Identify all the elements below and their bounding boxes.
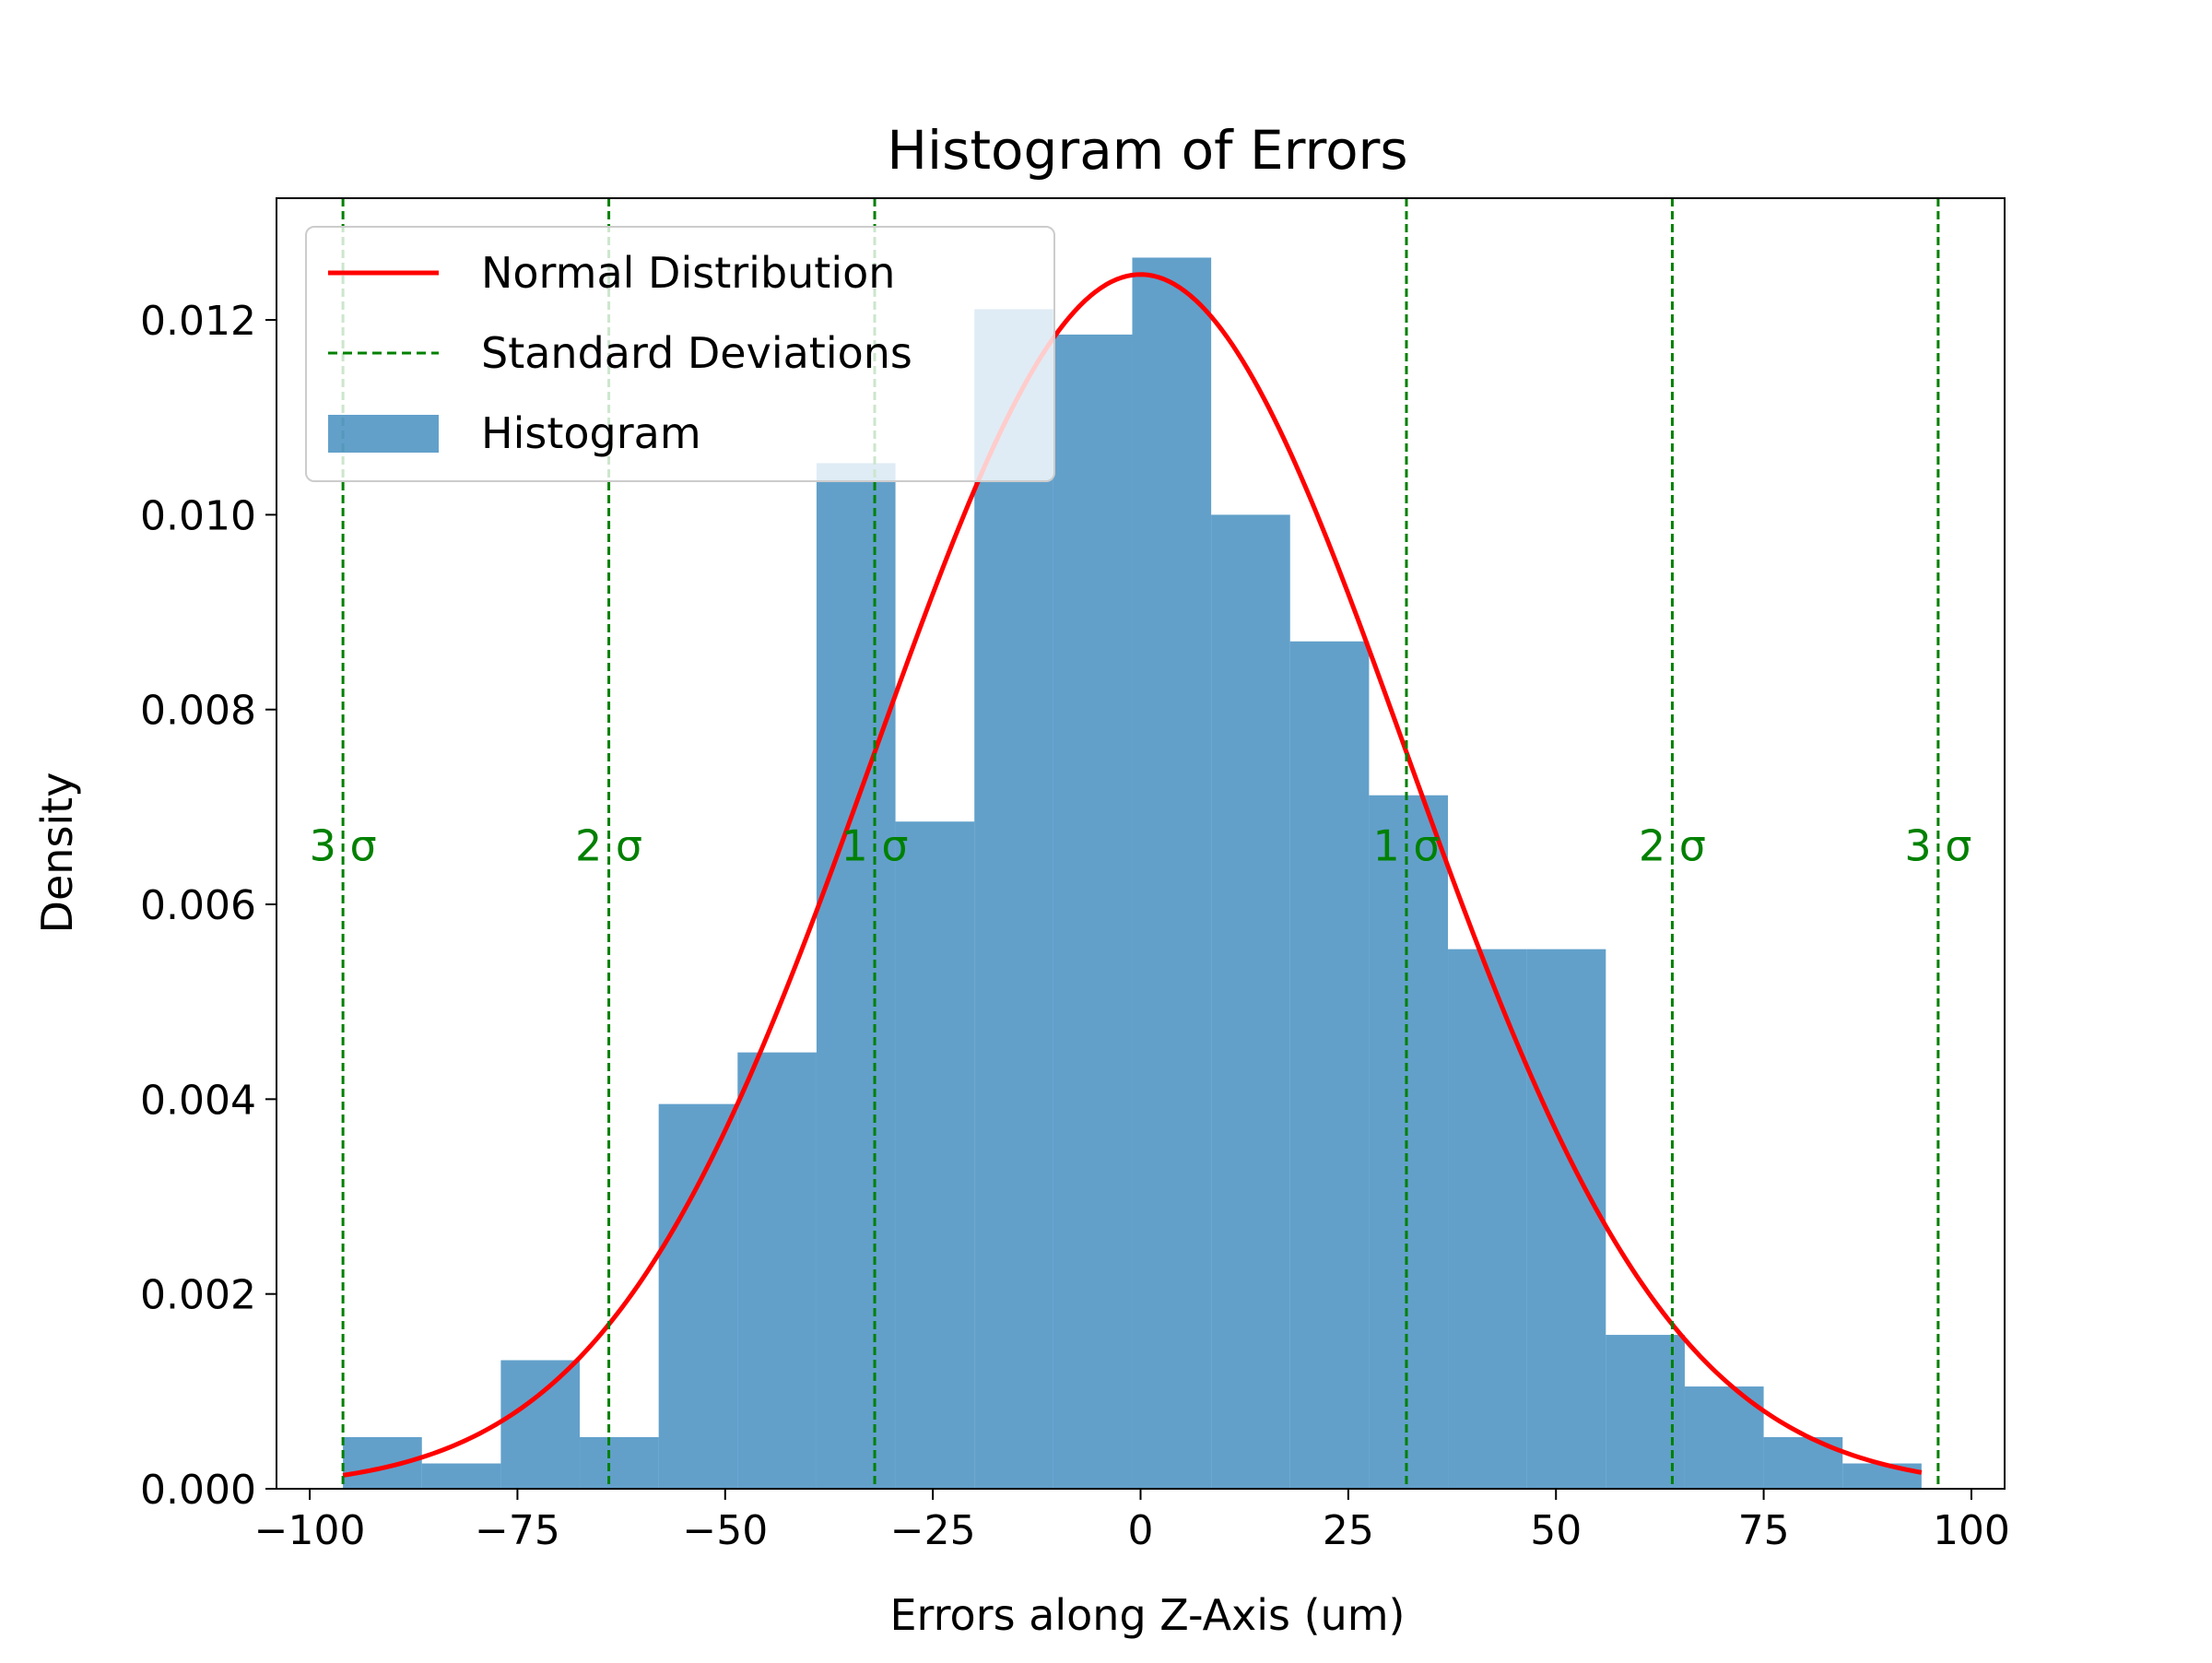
plot-frame xyxy=(276,197,2006,1490)
histogram-bar xyxy=(580,1437,659,1489)
std-deviation-lines: 3 σ 2 σ 1 σ 1 σ 2 σ 3 σ xyxy=(310,198,1971,1489)
x-tick-label: −25 xyxy=(890,1507,976,1554)
x-tick-label: 75 xyxy=(1738,1507,1790,1554)
x-tick-label: −50 xyxy=(682,1507,768,1554)
std-deviation-label: 3 σ xyxy=(1904,821,1971,871)
x-tick-label: 0 xyxy=(1128,1507,1154,1554)
y-tick-label: 0.012 xyxy=(140,298,256,345)
legend-histogram-label: Histogram xyxy=(481,408,701,458)
std-deviation-label: 3 σ xyxy=(310,821,377,871)
legend: Normal Distribution Standard Deviations … xyxy=(305,226,1055,482)
legend-normal-label: Normal Distribution xyxy=(481,248,895,298)
histogram-bar xyxy=(816,463,896,1489)
histogram-bar xyxy=(1448,949,1527,1489)
y-tick-label: 0.006 xyxy=(140,882,256,929)
y-tick-label: 0.000 xyxy=(140,1467,256,1514)
x-tick-label: 100 xyxy=(1933,1507,2010,1554)
histogram-bar xyxy=(1132,257,1212,1489)
x-axis-label: Errors along Z-Axis (um) xyxy=(889,1590,1405,1640)
std-deviation-label: 1 σ xyxy=(1372,821,1440,871)
normal-curve-layer xyxy=(342,272,1923,1478)
y-tick-label: 0.010 xyxy=(140,492,256,539)
histogram-bar xyxy=(1053,334,1133,1489)
y-tick-label: 0.004 xyxy=(140,1077,256,1124)
histogram-bar xyxy=(421,1463,501,1489)
normal-distribution-curve xyxy=(342,272,1923,1478)
histogram-bar xyxy=(500,1360,581,1489)
x-tick-label: 25 xyxy=(1323,1507,1374,1554)
x-tick-label: 50 xyxy=(1530,1507,1582,1554)
x-tick-label: −100 xyxy=(254,1507,366,1554)
std-deviation-label: 2 σ xyxy=(575,821,642,871)
std-deviation-label: 2 σ xyxy=(1639,821,1706,871)
histogram-bar xyxy=(737,1052,817,1489)
histogram-bar xyxy=(658,1103,738,1489)
x-tick-label: −75 xyxy=(475,1507,560,1554)
chart-title: Histogram of Errors xyxy=(887,119,1407,182)
std-deviation-label: 1 σ xyxy=(841,821,909,871)
y-axis-label: Density xyxy=(32,773,82,934)
y-tick-label: 0.008 xyxy=(140,688,256,735)
y-tick-label: 0.002 xyxy=(140,1272,256,1319)
histogram-bar xyxy=(1211,514,1290,1489)
legend-histogram-swatch xyxy=(328,415,439,453)
axes: −100 −75 −50 −25 0 25 50 75 100 0.000 0.002 0.004 0.… xyxy=(140,197,2010,1554)
histogram-bar xyxy=(1369,795,1449,1489)
legend-std-label: Standard Deviations xyxy=(481,328,912,378)
histogram-bar xyxy=(1842,1463,1922,1489)
legend-frame xyxy=(305,226,1055,482)
histogram-bar xyxy=(895,821,975,1489)
histogram-bar xyxy=(1289,641,1370,1489)
histogram-bar xyxy=(1526,949,1606,1489)
histogram-bars xyxy=(343,257,1922,1489)
histogram-bar xyxy=(974,309,1053,1489)
